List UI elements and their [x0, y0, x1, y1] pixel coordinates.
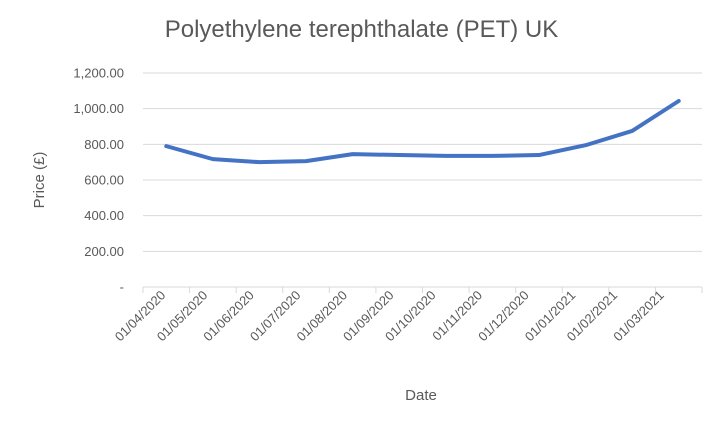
- y-tick-label: 400.00: [84, 208, 124, 223]
- x-tick-label: 01/03/2021: [610, 288, 667, 345]
- y-tick-label: -: [120, 280, 124, 295]
- gridlines: [143, 72, 702, 288]
- y-axis-title: Price (£): [31, 152, 48, 209]
- x-category-dividers: [142, 287, 703, 293]
- series-lines: [164, 98, 681, 165]
- chart-title: Polyethylene terephthalate (PET) UK: [164, 16, 559, 43]
- y-tick-label: 800.00: [84, 137, 124, 152]
- y-tick-label: 600.00: [84, 173, 124, 188]
- x-tick-labels: 01/04/202001/05/202001/06/202001/07/2020…: [112, 288, 667, 345]
- y-tick-label: 1,000.00: [73, 101, 124, 116]
- y-tick-labels: - 200.00 400.00 600.00 800.00 1,000.00 1,200.0…: [73, 66, 124, 295]
- series-line-0: [164, 98, 681, 165]
- y-tick-label: 1,200.00: [73, 66, 124, 81]
- x-axis-title: Date: [405, 387, 437, 404]
- y-tick-label: 200.00: [84, 244, 124, 259]
